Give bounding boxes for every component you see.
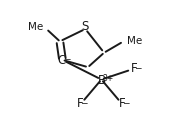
Text: C: C	[57, 54, 65, 67]
Text: −: −	[63, 55, 71, 64]
Text: Me: Me	[127, 36, 142, 46]
Text: −: −	[122, 98, 129, 107]
Text: B: B	[98, 74, 106, 87]
Text: −: −	[134, 63, 142, 72]
Text: F: F	[119, 98, 125, 111]
Text: F: F	[77, 98, 84, 111]
Text: 3+: 3+	[102, 74, 114, 83]
Text: Me: Me	[29, 22, 44, 32]
Text: −: −	[80, 98, 88, 107]
Text: S: S	[82, 20, 89, 33]
Text: F: F	[131, 62, 138, 75]
